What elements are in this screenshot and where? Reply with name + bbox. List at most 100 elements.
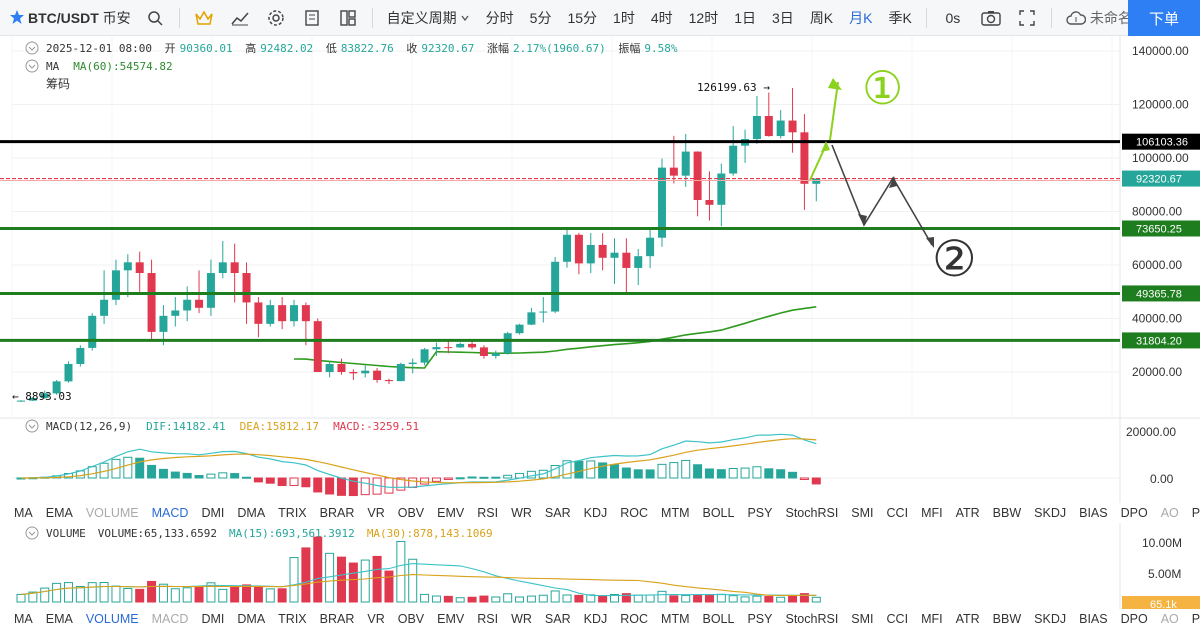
collapse-icon[interactable] (25, 419, 39, 433)
tab-ao[interactable]: AO (1160, 506, 1179, 520)
tab-obv[interactable]: OBV (397, 506, 425, 520)
tab-cci[interactable]: CCI (886, 612, 909, 626)
tab-ma[interactable]: MA (14, 506, 33, 520)
tab-smi[interactable]: SMI (851, 612, 874, 626)
tab-atr[interactable]: ATR (955, 612, 980, 626)
tab-cci[interactable]: CCI (886, 506, 909, 520)
tab-bias[interactable]: BIAS (1079, 506, 1108, 520)
period-2[interactable]: 5分 (529, 9, 552, 26)
tab-trix[interactable]: TRIX (278, 506, 307, 520)
period-3[interactable]: 15分 (567, 9, 598, 26)
period-9[interactable]: 周K (809, 9, 834, 26)
tab-bbw[interactable]: BBW (992, 506, 1022, 520)
tab-mfi[interactable]: MFI (921, 612, 943, 626)
candle-body (337, 363, 346, 372)
period-4[interactable]: 1时 (613, 9, 635, 26)
period-10[interactable]: 月K (849, 9, 873, 26)
tab-volume[interactable]: VOLUME (85, 612, 139, 626)
gear-icon[interactable] (258, 0, 294, 36)
tab-psy[interactable]: PSY (747, 612, 773, 626)
support-resistance-lines[interactable]: 106103.36 92320.67 73650.25 49365.78 31804.2… (0, 133, 1200, 349)
tab-kdj[interactable]: KDJ (583, 506, 608, 520)
volume-bar (503, 593, 513, 603)
tab-macd[interactable]: MACD (151, 612, 189, 626)
tab-roc[interactable]: ROC (620, 506, 649, 520)
tab-kdj[interactable]: KDJ (583, 612, 608, 626)
tab-smi[interactable]: SMI (851, 506, 874, 520)
tab-boll[interactable]: BOLL (702, 506, 735, 520)
period-1[interactable]: 分时 (485, 9, 514, 26)
period-8[interactable]: 3日 (772, 9, 794, 26)
tab-wr[interactable]: WR (511, 506, 532, 520)
tab-rsi[interactable]: RSI (477, 506, 499, 520)
volume-tick: 5.00M (1148, 567, 1181, 581)
candle-body (361, 370, 370, 374)
symbol-selector[interactable]: BTC/USDT 币安 (0, 0, 137, 36)
tab-trix[interactable]: TRIX (278, 612, 307, 626)
tab-vr[interactable]: VR (367, 612, 385, 626)
countdown-toggle[interactable]: 0s (945, 9, 961, 26)
tab-roc[interactable]: ROC (620, 612, 649, 626)
candle-body (776, 120, 785, 137)
tab-brar[interactable]: BRAR (319, 612, 355, 626)
price-tick: 80000.00 (1132, 205, 1182, 219)
tab-bbw[interactable]: BBW (992, 612, 1022, 626)
chart-canvas[interactable]: 106103.36 92320.67 73650.25 49365.78 31804.2… (0, 36, 1200, 628)
tab-ao[interactable]: AO (1160, 612, 1179, 626)
tab-ma[interactable]: MA (14, 612, 33, 626)
tab-sar[interactable]: SAR (544, 506, 571, 520)
tab-dma[interactable]: DMA (237, 612, 266, 626)
crown-icon[interactable] (186, 0, 222, 36)
tab-brar[interactable]: BRAR (319, 506, 355, 520)
tab-boll[interactable]: BOLL (702, 612, 735, 626)
tab-bias[interactable]: BIAS (1079, 612, 1108, 626)
tab-macd[interactable]: MACD (151, 506, 189, 520)
fullscreen-icon[interactable] (1009, 0, 1045, 36)
tab-wr[interactable]: WR (511, 612, 532, 626)
tab-sar[interactable]: SAR (544, 612, 571, 626)
price-axis[interactable]: 140000.00 120000.00 100000.00 80000.00 60000… (1132, 44, 1189, 379)
camera-icon[interactable] (973, 0, 1009, 36)
tab-ema[interactable]: EMA (45, 506, 73, 520)
order-button[interactable]: 下单 (1128, 0, 1200, 36)
tab-volume[interactable]: VOLUME (85, 506, 139, 520)
collapse-icon[interactable] (25, 526, 39, 540)
period-7[interactable]: 1日 (734, 9, 757, 26)
volume-bar (135, 588, 145, 603)
tab-vr[interactable]: VR (367, 506, 385, 520)
indicator-icon[interactable] (222, 0, 258, 36)
tab-dmi[interactable]: DMI (201, 506, 225, 520)
period-11[interactable]: 季K (888, 9, 912, 26)
volume-bar (123, 588, 133, 603)
search-icon[interactable] (137, 0, 173, 36)
template-icon[interactable] (294, 0, 330, 36)
tab-skdj[interactable]: SKDJ (1034, 506, 1067, 520)
collapse-icon[interactable] (25, 41, 39, 55)
period-select[interactable]: 自定义周期 (379, 0, 478, 36)
macd-bar (277, 477, 287, 487)
tab-dma[interactable]: DMA (237, 506, 266, 520)
layout-icon[interactable] (330, 0, 366, 36)
tab-dmi[interactable]: DMI (201, 612, 225, 626)
tab-mtm[interactable]: MTM (661, 506, 690, 520)
collapse-icon[interactable] (25, 59, 39, 73)
tab-mtm[interactable]: MTM (661, 612, 690, 626)
tab-rsi[interactable]: RSI (477, 612, 499, 626)
tab-stochrsi[interactable]: StochRSI (785, 612, 839, 626)
tab-stochrsi[interactable]: StochRSI (785, 506, 839, 520)
tab-emv[interactable]: EMV (437, 612, 465, 626)
tab-psy[interactable]: PSY (747, 506, 773, 520)
star-icon[interactable] (9, 9, 25, 25)
period-5[interactable]: 4时 (650, 9, 673, 26)
tab-position[interactable]: Position (1191, 612, 1200, 626)
tab-ema[interactable]: EMA (45, 612, 73, 626)
tab-dpo[interactable]: DPO (1120, 506, 1148, 520)
tab-emv[interactable]: EMV (437, 506, 465, 520)
tab-mfi[interactable]: MFI (921, 506, 943, 520)
period-6[interactable]: 12时 (688, 9, 719, 26)
tab-dpo[interactable]: DPO (1120, 612, 1148, 626)
tab-skdj[interactable]: SKDJ (1034, 612, 1067, 626)
tab-position[interactable]: Position (1191, 506, 1200, 520)
tab-atr[interactable]: ATR (955, 506, 980, 520)
tab-obv[interactable]: OBV (397, 612, 425, 626)
